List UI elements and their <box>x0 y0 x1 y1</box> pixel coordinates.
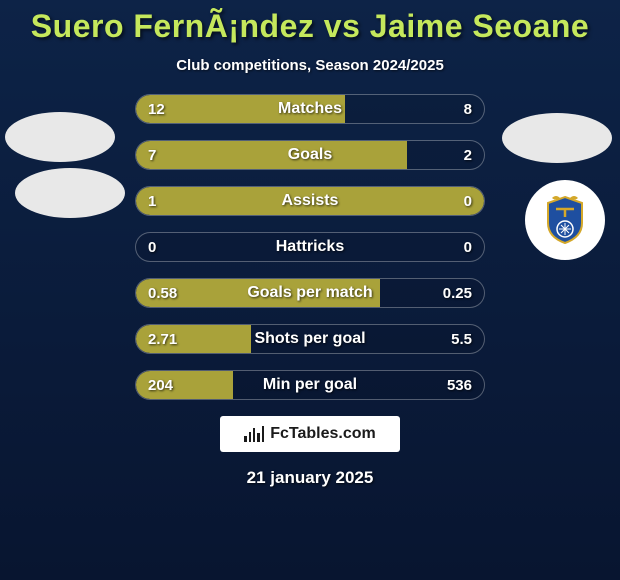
title: Suero FernÃ¡ndez vs Jaime Seoane <box>0 8 620 45</box>
stat-row: 2.71Shots per goal5.5 <box>135 324 485 354</box>
stat-right-value: 8 <box>464 95 472 123</box>
stat-label: Min per goal <box>136 371 484 399</box>
stat-label: Goals <box>136 141 484 169</box>
stat-label: Matches <box>136 95 484 123</box>
comparison-card: Suero FernÃ¡ndez vs Jaime Seoane Club co… <box>0 0 620 580</box>
stat-right-value: 0.25 <box>443 279 472 307</box>
stat-row: 0Hattricks0 <box>135 232 485 262</box>
fctables-bars-icon <box>244 426 264 442</box>
stat-label: Goals per match <box>136 279 484 307</box>
player2-crest-top <box>502 113 612 163</box>
player1-crest-top <box>5 112 115 162</box>
stat-row: 0.58Goals per match0.25 <box>135 278 485 308</box>
stat-right-value: 0 <box>464 187 472 215</box>
stat-right-value: 5.5 <box>451 325 472 353</box>
fctables-logo-text: FcTables.com <box>270 425 376 443</box>
stat-right-value: 2 <box>464 141 472 169</box>
stat-label: Assists <box>136 187 484 215</box>
stat-right-value: 536 <box>447 371 472 399</box>
player1-crest-bot <box>15 168 125 218</box>
stat-row: 204Min per goal536 <box>135 370 485 400</box>
stat-label: Hattricks <box>136 233 484 261</box>
stat-row: 1Assists0 <box>135 186 485 216</box>
stat-row: 7Goals2 <box>135 140 485 170</box>
real-oviedo-shield-icon <box>544 195 586 245</box>
fctables-logo[interactable]: FcTables.com <box>220 416 400 452</box>
stat-right-value: 0 <box>464 233 472 261</box>
stats-bars: 12Matches87Goals21Assists00Hattricks00.5… <box>135 94 485 400</box>
subtitle: Club competitions, Season 2024/2025 <box>0 57 620 74</box>
stat-row: 12Matches8 <box>135 94 485 124</box>
stat-label: Shots per goal <box>136 325 484 353</box>
date: 21 january 2025 <box>0 468 620 488</box>
player2-team-logo <box>525 180 605 260</box>
